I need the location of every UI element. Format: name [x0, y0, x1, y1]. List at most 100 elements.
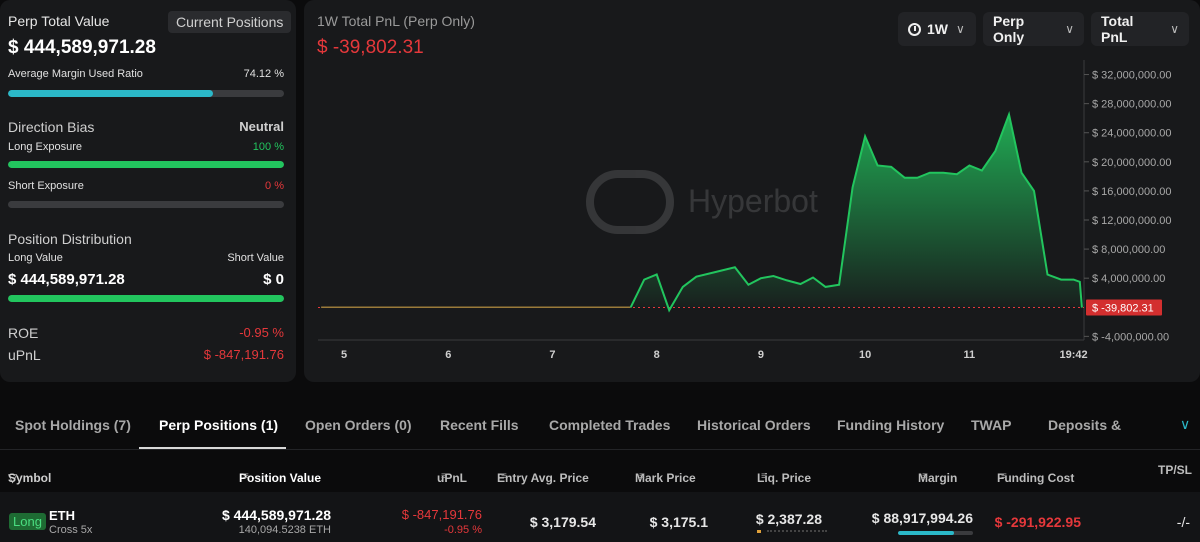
col-upnl-label: uPnL [437, 471, 467, 485]
short-value: $ 0 [263, 271, 284, 288]
margin-mode: Cross 5x [49, 524, 93, 536]
short-exposure-bar [8, 201, 284, 208]
metric-dropdown[interactable]: Total PnL ∨ [1091, 12, 1189, 46]
short-exposure-value: 0 % [265, 180, 284, 192]
roe-label: ROE [8, 325, 39, 341]
col-tpsl: TP/SL [1158, 463, 1193, 477]
margin-usage-bar-fill [898, 531, 954, 535]
row-upnl: $ -847,191.76 [401, 507, 482, 522]
x-tick-label: 9 [758, 349, 764, 361]
tab-completed-trades[interactable]: Completed Trades [549, 417, 671, 433]
avg-margin-value: 74.12 % [243, 68, 284, 80]
tab-open-orders[interactable]: Open Orders (0) [305, 417, 412, 433]
y-tick-label: $ 20,000,000.00 [1092, 157, 1172, 169]
distribution-bar [8, 295, 284, 302]
col-symbol-label: Symbol [8, 471, 52, 485]
period-dropdown-value: 1W [927, 21, 948, 37]
active-tab-indicator [139, 447, 286, 449]
long-exposure-bar-fill [8, 161, 284, 168]
scope-dropdown[interactable]: Perp Only ∨ [983, 12, 1084, 46]
chevron-down-icon[interactable]: ∨ [1180, 416, 1191, 432]
sort-icon[interactable]: ≡ [243, 471, 249, 482]
total-pnl-value: $ -39,802.31 [317, 37, 424, 58]
col-position-value-label: Position Value [239, 471, 322, 485]
chart-title: 1W Total PnL (Perp Only) [317, 13, 475, 29]
tab-historical-orders[interactable]: Historical Orders [697, 417, 811, 433]
tab-funding-history[interactable]: Funding History [837, 417, 945, 433]
sort-icon[interactable]: ≡ [761, 471, 767, 482]
y-tick-label: $ 28,000,000.00 [1092, 99, 1172, 111]
tabs-divider [0, 449, 1200, 450]
long-exposure-label: Long Exposure [8, 141, 82, 153]
margin-usage-bar [898, 531, 973, 535]
entry-price: $ 3,179.54 [529, 514, 596, 530]
x-tick-label: 7 [549, 349, 555, 361]
tab-perp-positions[interactable]: Perp Positions (1) [159, 417, 279, 433]
x-tick-label: 5 [341, 349, 347, 361]
y-tick-label: $ 24,000,000.00 [1092, 128, 1172, 140]
tab-twap[interactable]: TWAP [971, 417, 1012, 433]
distribution-bar-fill [8, 295, 284, 302]
liq-price: $ 2,387.28 [755, 511, 822, 527]
y-tick-label: $ 12,000,000.00 [1092, 215, 1172, 227]
watermark-text: Hyperbot [688, 183, 818, 219]
sort-icon[interactable]: ≡ [441, 471, 447, 482]
mark-price: $ 3,175.1 [649, 514, 708, 530]
avg-margin-label: Average Margin Used Ratio [8, 68, 143, 80]
long-value: $ 444,589,971.28 [8, 271, 125, 288]
pnl-area-fill [321, 114, 1082, 308]
side-badge: Long [9, 513, 46, 530]
table-row[interactable]: Long ETH Cross 5x $ 444,589,971.28 140,0… [0, 492, 1200, 542]
perp-total-value: $ 444,589,971.28 [8, 37, 156, 58]
avg-margin-bar [8, 90, 284, 97]
tpsl-value[interactable]: -/- [1176, 514, 1190, 530]
position-value: $ 444,589,971.28 [222, 507, 331, 523]
x-tick-label: 11 [964, 349, 976, 361]
sort-icon[interactable]: ≡ [1001, 471, 1007, 482]
upnl-label: uPnL [8, 347, 41, 363]
y-tick-label: $ 4,000,000.00 [1092, 273, 1165, 285]
upnl-value: $ -847,191.76 [203, 347, 284, 362]
direction-bias-value: Neutral [239, 119, 284, 134]
scope-dropdown-value: Perp Only [993, 13, 1025, 45]
current-value-badge-bg [1086, 299, 1162, 316]
chevron-down-icon: ∨ [956, 22, 965, 36]
col-margin-label: Margin [918, 471, 958, 485]
bottom-tabs: Spot Holdings (7) Perp Positions (1) Ope… [0, 408, 1200, 449]
sort-icon[interactable]: ≡ [501, 471, 507, 482]
long-value-label: Long Value [8, 252, 63, 264]
tab-recent-fills[interactable]: Recent Fills [440, 417, 519, 433]
period-dropdown[interactable]: 1W ∨ [898, 12, 976, 46]
long-exposure-value: 100 % [252, 141, 284, 153]
avg-margin-bar-fill [8, 90, 213, 97]
pnl-chart-panel: 1W Total PnL (Perp Only) $ -39,802.31 1W… [304, 0, 1200, 382]
x-tick-label: 6 [445, 349, 451, 361]
filter-icon[interactable]: ▽ [8, 471, 18, 485]
funding-cost: $ -291,922.95 [994, 514, 1081, 530]
symbol-name[interactable]: ETH [49, 508, 75, 523]
tab-spot-holdings[interactable]: Spot Holdings (7) [15, 417, 131, 433]
row-margin: $ 88,917,994.26 [871, 510, 973, 526]
col-liq-label: Liq. Price [757, 471, 812, 485]
position-distribution-label: Position Distribution [8, 231, 132, 247]
row-upnl-pct: -0.95 % [444, 524, 482, 536]
x-tick-label: 10 [859, 349, 871, 361]
pnl-series-line [629, 110, 1083, 313]
account-summary-panel: Perp Total Value Current Positions $ 444… [0, 0, 296, 382]
chevron-down-icon: ∨ [1170, 22, 1179, 36]
chevron-down-icon: ∨ [1065, 22, 1074, 36]
short-exposure-label: Short Exposure [8, 180, 84, 192]
tab-deposits-withdrawals[interactable]: Deposits & Withdraw [1048, 417, 1122, 433]
current-positions-button[interactable]: Current Positions [168, 11, 292, 33]
pnl-area-chart[interactable]: Hyperbot $ 32,000,000.00 $ 28,000,000.00 $… [304, 0, 1200, 382]
long-exposure-bar [8, 161, 284, 168]
x-tick-label: 8 [654, 349, 660, 361]
direction-bias-label: Direction Bias [8, 119, 95, 135]
clock-icon [908, 22, 921, 36]
positions-table-header: Symbol ▽ Position Value ≡ uPnL ≡ Entry Avg… [0, 455, 1200, 485]
col-mark-label: Mark Price [635, 471, 696, 485]
sort-icon[interactable]: ≡ [922, 471, 928, 482]
y-tick-label: $ 16,000,000.00 [1092, 186, 1172, 198]
metric-dropdown-value: Total PnL [1101, 13, 1134, 45]
sort-icon[interactable]: ≡ [639, 471, 645, 482]
